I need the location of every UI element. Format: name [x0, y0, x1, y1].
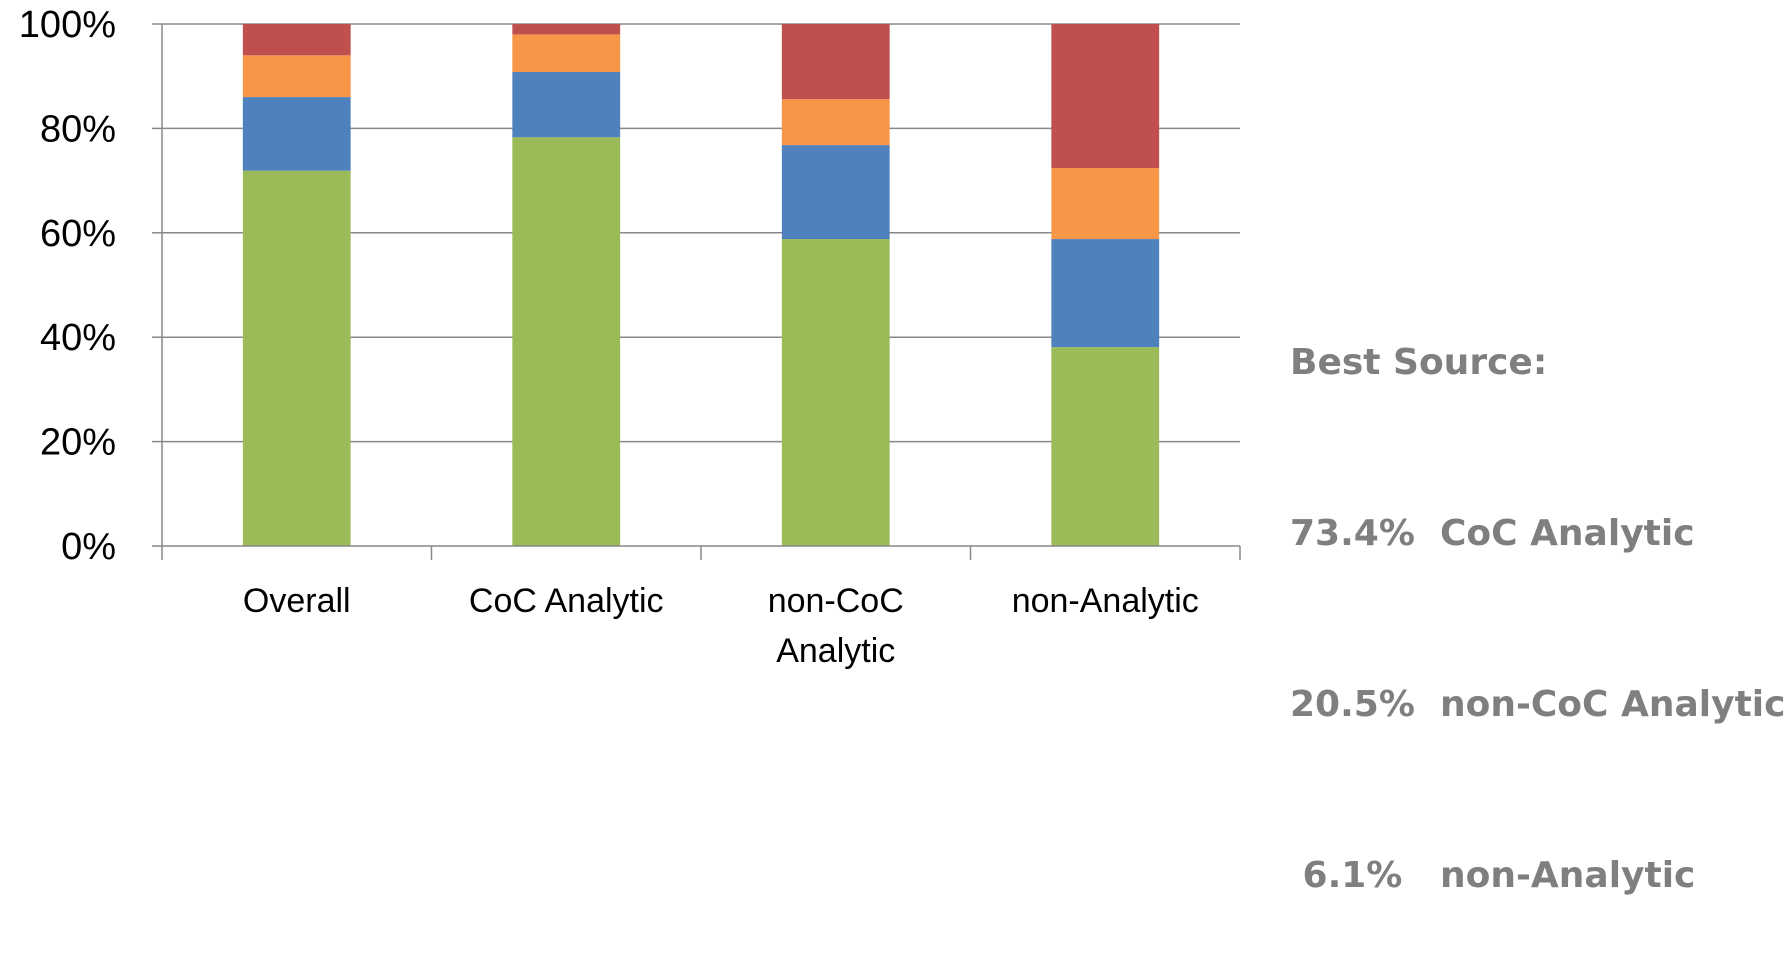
bar-segment: [512, 137, 621, 547]
bar-segment: [242, 55, 351, 98]
bar-segment: [781, 99, 890, 146]
annotation-line-non-analytic: 6.1% non-Analytic: [1290, 855, 1696, 896]
x-category-label: non-Analytic: [1012, 582, 1199, 620]
stacked-bar-chart: 0% 20% 40% 60% 80% 100% Overall CoC Analytic no…: [19, 4, 1241, 670]
y-tick-label: 20%: [40, 422, 116, 464]
bar-segment: [781, 24, 890, 100]
bar-segment: [512, 24, 621, 35]
bar-segment: [781, 239, 890, 546]
bar-segment: [242, 97, 351, 171]
x-axis-category-labels: Overall CoC Analytic non-CoC Analytic non-An…: [243, 582, 1199, 670]
bar-segment: [1051, 24, 1160, 169]
bars: [242, 24, 1160, 547]
y-tick-label: 80%: [40, 108, 116, 150]
y-tick-label: 0%: [61, 526, 116, 568]
y-tick-label: 60%: [40, 213, 116, 255]
y-tick-label: 40%: [40, 317, 116, 359]
bar-segment: [242, 24, 351, 56]
annotation-line-coc-analytic: 73.4% CoC Analytic: [1290, 513, 1695, 554]
x-category-label: Overall: [243, 582, 351, 620]
y-tick-label: 100%: [19, 4, 116, 46]
annotation-title: Best Source:: [1290, 342, 1548, 383]
bar-segment: [242, 170, 351, 546]
bar-segment: [1051, 347, 1160, 546]
y-axis-tick-labels: 0% 20% 40% 60% 80% 100%: [19, 4, 116, 568]
bar-segment: [1051, 168, 1160, 240]
bar-segment: [1051, 239, 1160, 348]
bar-segment: [512, 34, 621, 73]
axes: [161, 24, 1241, 560]
x-category-label: CoC Analytic: [469, 582, 664, 620]
best-source-annotation: Best Source: 73.4% CoC Analytic 20.5% no…: [1290, 220, 1785, 961]
bar-segment: [781, 145, 890, 240]
x-category-label: non-CoC Analytic: [768, 582, 904, 670]
annotation-line-non-coc-analytic: 20.5% non-CoC Analytic: [1290, 684, 1786, 725]
bar-segment: [512, 72, 621, 138]
